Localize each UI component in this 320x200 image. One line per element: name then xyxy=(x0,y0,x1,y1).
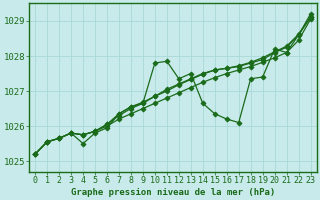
X-axis label: Graphe pression niveau de la mer (hPa): Graphe pression niveau de la mer (hPa) xyxy=(71,188,275,197)
